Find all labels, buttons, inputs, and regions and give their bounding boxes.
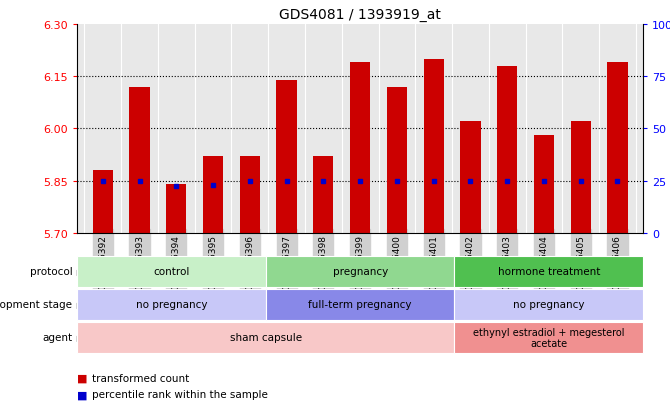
Text: ▶: ▶ (74, 300, 84, 309)
Bar (423, 59, 444, 233)
Bar (277, 81, 297, 233)
Bar (314, 157, 334, 233)
Text: no pregnancy: no pregnancy (135, 299, 207, 310)
Bar (497, 66, 517, 233)
Bar (92, 171, 113, 233)
Bar (166, 185, 186, 233)
Text: ■: ■ (77, 373, 88, 383)
Text: hormone treatment: hormone treatment (498, 266, 600, 277)
Text: sham capsule: sham capsule (230, 332, 302, 343)
Bar (240, 157, 260, 233)
Text: ▶: ▶ (74, 333, 84, 342)
Text: percentile rank within the sample: percentile rank within the sample (92, 389, 268, 399)
Text: pregnancy: pregnancy (332, 266, 388, 277)
Bar (608, 63, 628, 233)
Bar (460, 122, 480, 233)
Text: ethynyl estradiol + megesterol
acetate: ethynyl estradiol + megesterol acetate (473, 327, 624, 349)
Bar (203, 157, 223, 233)
Bar (534, 136, 554, 233)
Text: development stage: development stage (0, 299, 72, 310)
Text: ■: ■ (77, 389, 88, 399)
Text: agent: agent (42, 332, 72, 343)
Title: GDS4081 / 1393919_at: GDS4081 / 1393919_at (279, 8, 441, 22)
Text: no pregnancy: no pregnancy (513, 299, 585, 310)
Text: ▶: ▶ (74, 267, 84, 276)
Bar (350, 63, 371, 233)
Bar (571, 122, 591, 233)
Text: protocol: protocol (29, 266, 72, 277)
Bar (387, 87, 407, 233)
Text: full-term pregnancy: full-term pregnancy (308, 299, 412, 310)
Text: control: control (153, 266, 190, 277)
Text: transformed count: transformed count (92, 373, 189, 383)
Bar (129, 87, 149, 233)
